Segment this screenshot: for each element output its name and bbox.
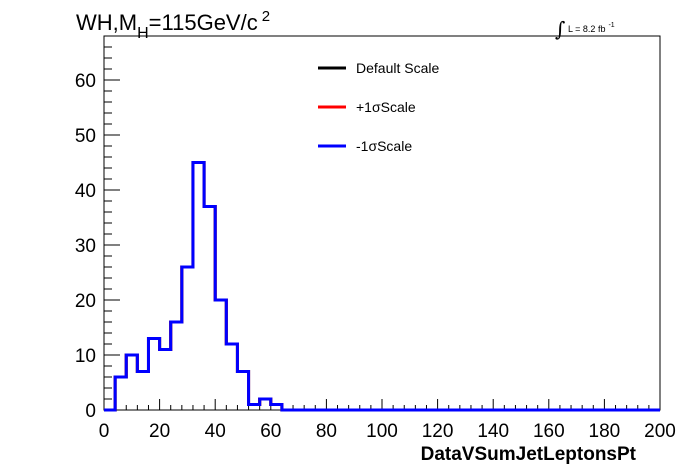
- series-line-1: [104, 161, 660, 412]
- title-rest: =115GeV/c: [149, 10, 258, 35]
- lumi-superscript: -1: [608, 22, 614, 29]
- y-tick-label: 10: [75, 346, 96, 367]
- title-main: WH,M: [76, 10, 137, 35]
- title-subscript: H: [137, 25, 149, 42]
- x-axis-label: DataVSumJetLeptonsPt: [421, 444, 637, 465]
- x-tick-label: 40: [205, 421, 226, 442]
- y-tick-label: 0: [85, 401, 96, 422]
- chart-title: WH,MH=115GeV/c 2: [76, 8, 270, 42]
- x-tick-label: 200: [644, 421, 676, 442]
- x-tick-label: 60: [260, 421, 281, 442]
- integral-symbol: ∫: [555, 17, 565, 41]
- x-tick-label: 140: [477, 421, 509, 442]
- legend-label: -1σScale: [356, 138, 412, 154]
- series-line-2: [104, 161, 660, 412]
- y-tick-label: 40: [75, 181, 96, 202]
- x-tick-label: 20: [149, 421, 170, 442]
- x-tick-label: 160: [533, 421, 565, 442]
- x-tick-label: 80: [316, 421, 337, 442]
- lumi-text: L = 8.2 fb: [568, 24, 605, 34]
- legend-label: Default Scale: [356, 60, 439, 76]
- x-tick-label: 100: [366, 421, 398, 442]
- y-tick-label: 20: [75, 291, 96, 312]
- legend: Default Scale +1σScale -1σScale: [318, 60, 439, 154]
- series-line-0: [104, 161, 660, 412]
- series-group: [104, 161, 660, 412]
- luminosity-label: L = 8.2 fb -1: [568, 22, 615, 34]
- axes: 0 20 40 60 80 100 120 140 160 180 200 0 10 20 30 40 50 60: [75, 35, 676, 442]
- legend-label: +1σScale: [356, 99, 416, 115]
- x-tick-label: 120: [422, 421, 454, 442]
- y-tick-label: 30: [75, 236, 96, 257]
- x-tick-label: 0: [99, 421, 110, 442]
- x-tick-label: 180: [589, 421, 621, 442]
- y-tick-label: 50: [75, 126, 96, 147]
- plot-frame: [103, 35, 661, 411]
- title-superscript: 2: [262, 8, 270, 25]
- y-tick-label: 60: [75, 71, 96, 92]
